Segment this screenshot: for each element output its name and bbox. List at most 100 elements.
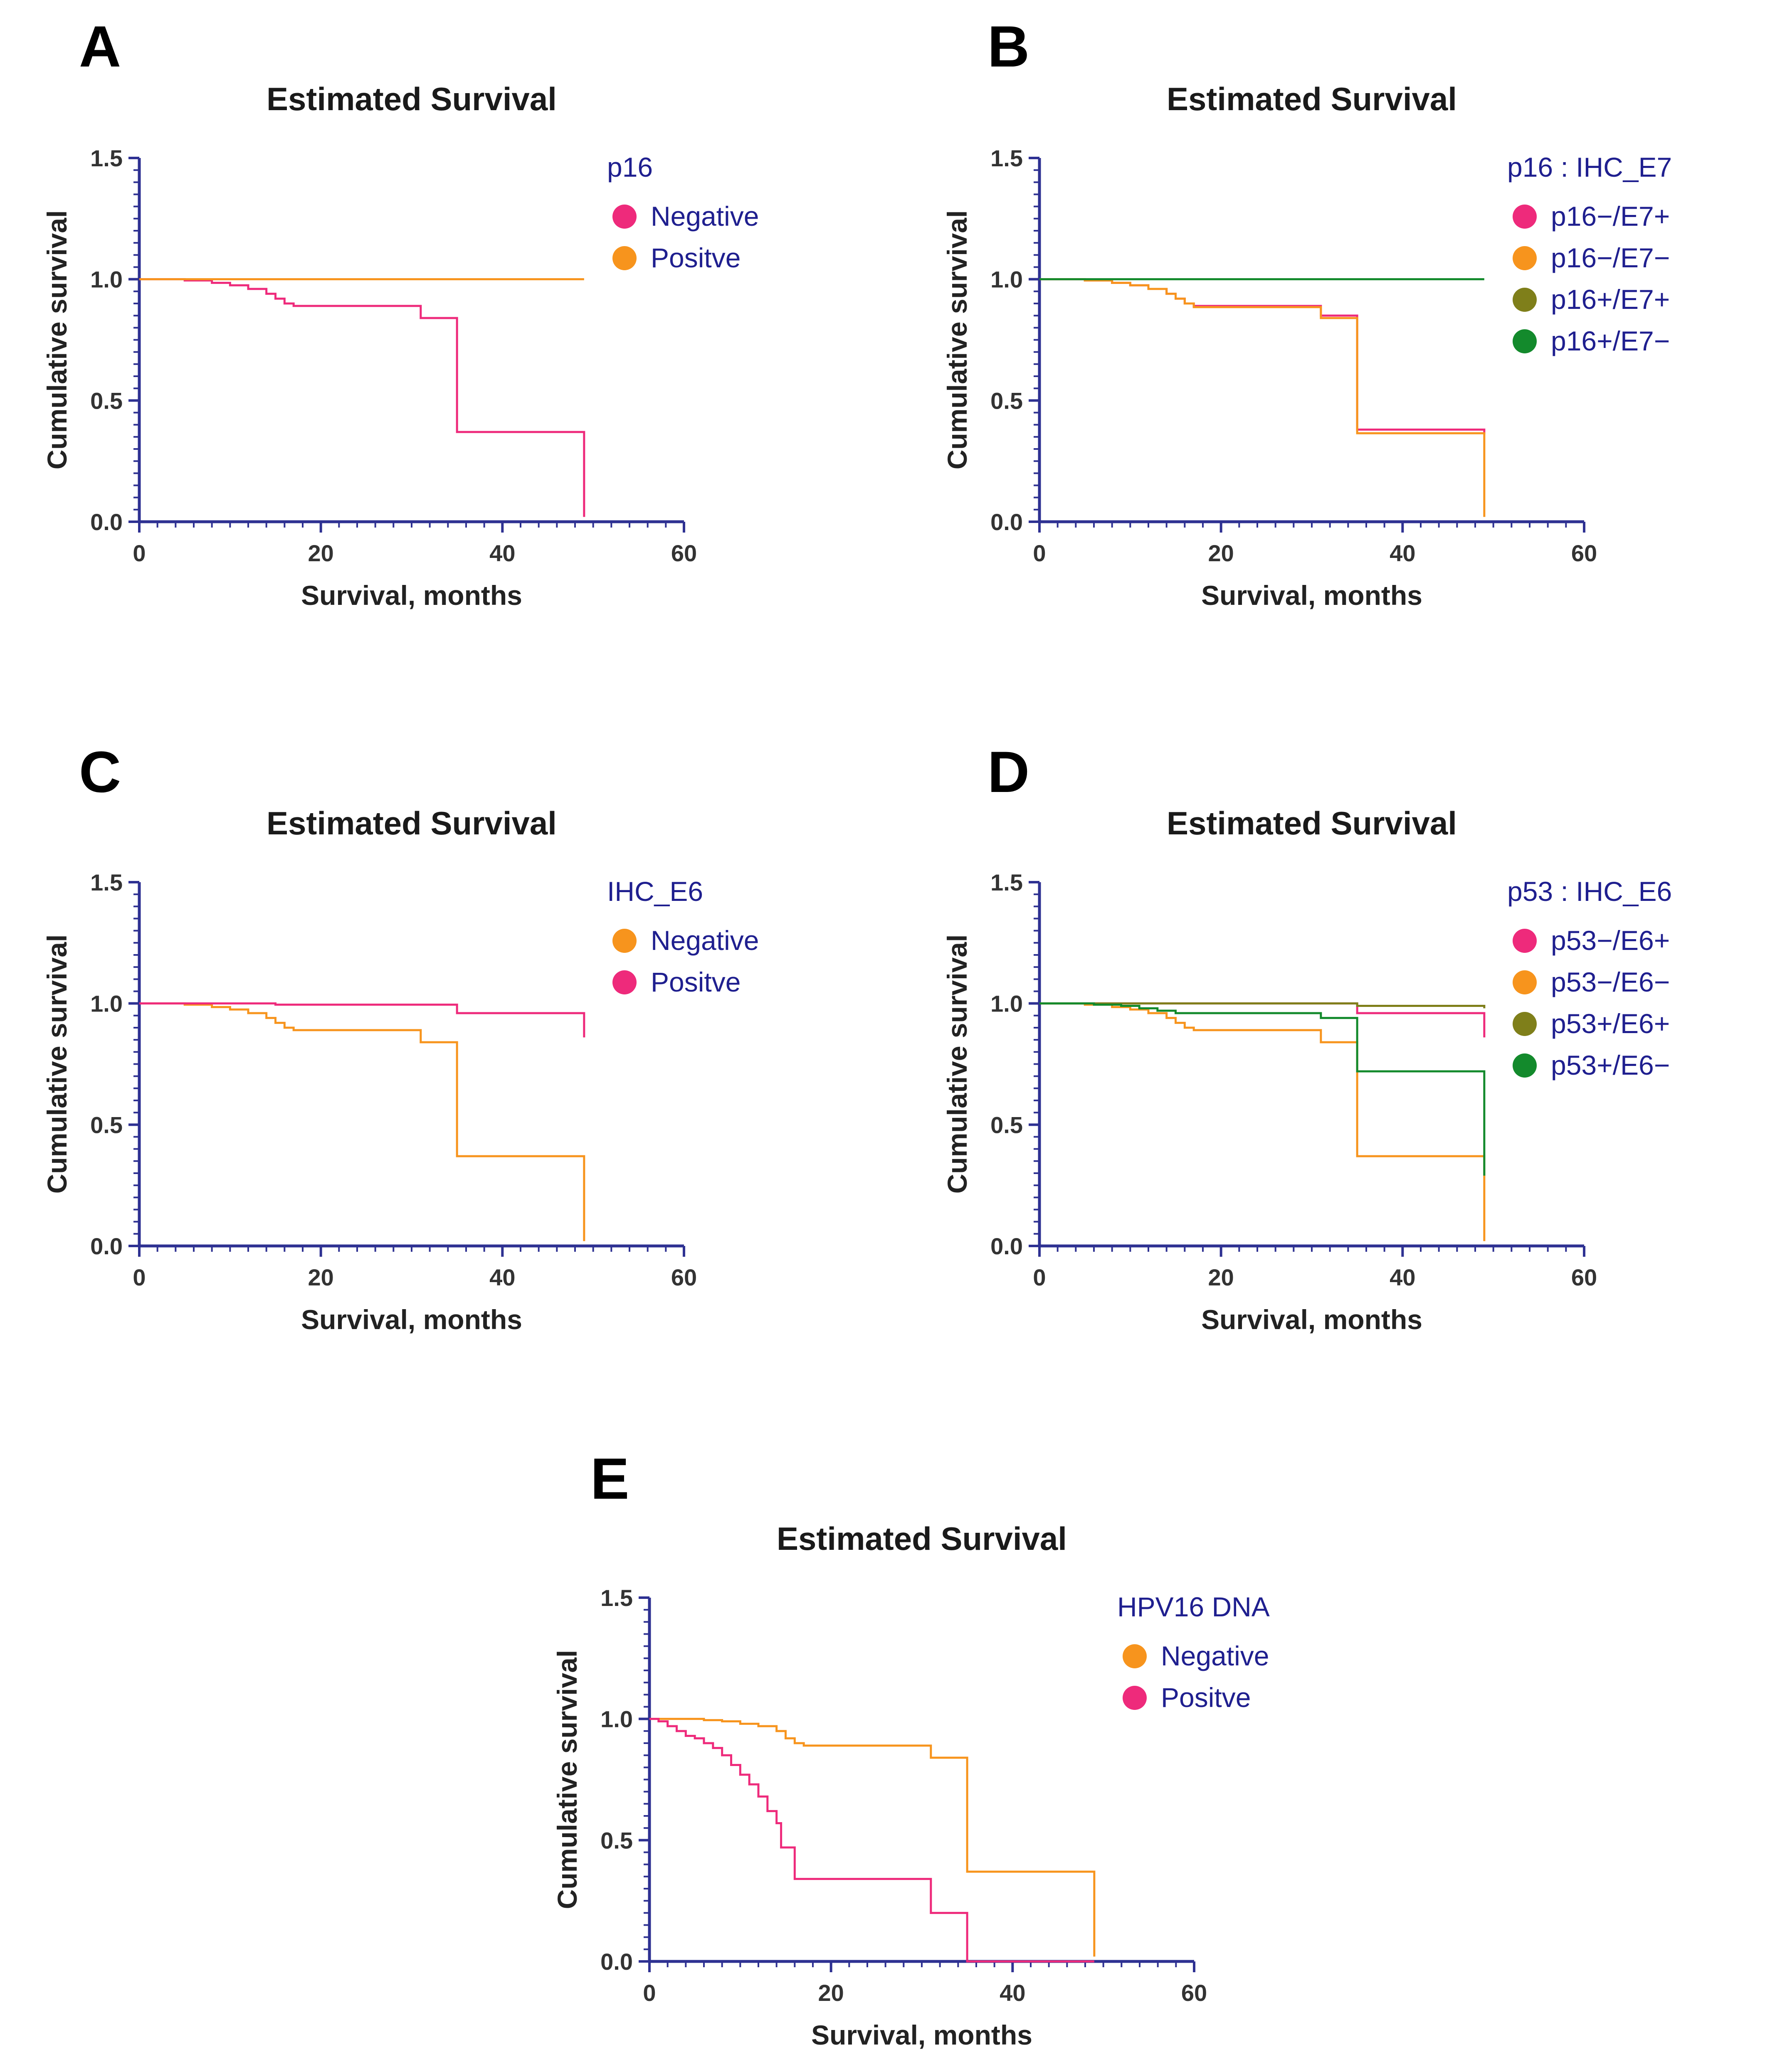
y-axis-label: Cumulative survival bbox=[942, 935, 973, 1194]
series-line bbox=[1039, 1002, 1486, 1009]
legend-label: Positve bbox=[651, 242, 741, 273]
x-tick-label: 0 bbox=[1033, 540, 1046, 566]
y-tick-label: 1.0 bbox=[90, 991, 123, 1017]
chart-panel-e: E Estimated Survival 0.0 0.5 1.0 1.5 0 20 40 60 Su… bbox=[552, 1446, 1270, 2050]
y-tick-label: 0.5 bbox=[990, 387, 1023, 414]
y-tick-label: 1.5 bbox=[600, 1585, 633, 1611]
x-tick-label: 0 bbox=[1033, 1264, 1046, 1290]
legend: p16 Negative Positve bbox=[607, 152, 759, 273]
y-tick-label: 0.5 bbox=[90, 387, 123, 414]
legend-marker bbox=[1513, 1012, 1537, 1036]
x-axis-label: Survival, months bbox=[1201, 1304, 1422, 1335]
legend-label: Positve bbox=[1161, 1682, 1251, 1713]
legend-marker bbox=[1513, 329, 1537, 353]
y-tick-label: 1.0 bbox=[990, 991, 1023, 1017]
legend-label: Positve bbox=[651, 967, 741, 997]
legend-label: p53−/E6+ bbox=[1551, 925, 1670, 956]
panel-letter: B bbox=[987, 14, 1029, 79]
chart-title: Estimated Survival bbox=[1167, 805, 1457, 841]
series-line bbox=[1039, 1002, 1486, 1038]
legend-marker bbox=[1123, 1644, 1147, 1668]
chart-title: Estimated Survival bbox=[267, 805, 557, 841]
y-tick-label: 0.5 bbox=[90, 1112, 123, 1138]
y-tick-label: 1.0 bbox=[90, 266, 123, 293]
legend-title: p16 : IHC_E7 bbox=[1507, 152, 1672, 183]
legend-marker bbox=[612, 929, 637, 953]
x-tick-label: 40 bbox=[1390, 540, 1415, 566]
series-line bbox=[1039, 278, 1486, 517]
series-line bbox=[1039, 1002, 1486, 1241]
panel-letter: A bbox=[79, 14, 121, 79]
legend: HPV16 DNA Negative Positve bbox=[1117, 1591, 1270, 1713]
panel-letter: E bbox=[590, 1446, 629, 1511]
chart-panel-a: A Estimated Survival 0.0 0.5 1.0 1.5 0 20 40 60 Su… bbox=[42, 14, 759, 611]
legend-marker bbox=[1513, 246, 1537, 270]
legend-marker bbox=[1513, 288, 1537, 312]
chart-title: Estimated Survival bbox=[777, 1520, 1067, 1557]
legend: IHC_E6 Negative Positve bbox=[607, 876, 759, 997]
x-tick-label: 60 bbox=[1181, 1980, 1207, 2006]
legend-marker bbox=[1513, 205, 1537, 229]
x-tick-label: 0 bbox=[133, 540, 146, 566]
legend-title: p16 bbox=[607, 152, 653, 183]
legend-marker bbox=[612, 246, 637, 270]
series-line bbox=[139, 1002, 585, 1038]
x-axis-label: Survival, months bbox=[811, 2020, 1032, 2050]
panel-letter: C bbox=[79, 739, 121, 804]
x-tick-label: 60 bbox=[671, 540, 697, 566]
y-tick-label: 1.5 bbox=[90, 145, 123, 171]
legend-marker bbox=[1513, 1053, 1537, 1078]
x-tick-label: 40 bbox=[489, 540, 515, 566]
y-tick-label: 0.0 bbox=[600, 1949, 633, 1975]
series-line bbox=[649, 1718, 1094, 1963]
x-axis-label: Survival, months bbox=[301, 580, 522, 611]
x-tick-label: 20 bbox=[308, 1264, 334, 1290]
legend-label: p16−/E7+ bbox=[1551, 201, 1670, 232]
y-tick-label: 0.0 bbox=[90, 1233, 123, 1259]
chart-title: Estimated Survival bbox=[267, 81, 557, 117]
legend-label: Negative bbox=[1161, 1640, 1269, 1671]
x-axis-label: Survival, months bbox=[1201, 580, 1422, 611]
legend-marker bbox=[1513, 929, 1537, 953]
series-line bbox=[649, 1718, 1096, 1957]
y-axis-label: Cumulative survival bbox=[42, 210, 72, 470]
series-line bbox=[139, 1002, 585, 1241]
chart-title: Estimated Survival bbox=[1167, 81, 1457, 117]
chart-panel-b: B Estimated Survival 0.0 0.5 1.0 1.5 0 20 40 60 Su… bbox=[942, 14, 1672, 611]
x-tick-label: 40 bbox=[1390, 1264, 1415, 1290]
y-axis-label: Cumulative survival bbox=[942, 210, 973, 470]
x-tick-label: 20 bbox=[818, 1980, 844, 2006]
legend: p53 : IHC_E6 p53−/E6+ p53−/E6− p53+/E6+ p53+… bbox=[1507, 876, 1672, 1080]
y-tick-label: 0.0 bbox=[90, 509, 123, 535]
y-tick-label: 1.5 bbox=[90, 869, 123, 895]
legend: p16 : IHC_E7 p16−/E7+ p16−/E7− p16+/E7+ p16+… bbox=[1507, 152, 1672, 356]
x-tick-label: 60 bbox=[671, 1264, 697, 1290]
series-line bbox=[139, 278, 585, 517]
x-tick-label: 40 bbox=[1000, 1980, 1025, 2006]
chart-panel-c: C Estimated Survival 0.0 0.5 1.0 1.5 0 20 40 60 Su… bbox=[42, 739, 759, 1335]
legend-title: IHC_E6 bbox=[607, 876, 703, 907]
legend-marker bbox=[1513, 970, 1537, 994]
legend-label: p16+/E7+ bbox=[1551, 284, 1670, 315]
y-axis-label: Cumulative survival bbox=[42, 935, 72, 1194]
x-tick-label: 40 bbox=[489, 1264, 515, 1290]
y-tick-label: 0.5 bbox=[990, 1112, 1023, 1138]
legend-label: p16−/E7− bbox=[1551, 242, 1670, 273]
y-tick-label: 1.0 bbox=[600, 1706, 633, 1732]
legend-label: p16+/E7− bbox=[1551, 326, 1670, 356]
legend-marker bbox=[1123, 1686, 1147, 1710]
y-tick-label: 1.0 bbox=[990, 266, 1023, 293]
legend-label: p53+/E6− bbox=[1551, 1050, 1670, 1080]
series-line bbox=[1039, 1002, 1486, 1176]
y-tick-label: 0.0 bbox=[990, 1233, 1023, 1259]
x-tick-label: 0 bbox=[133, 1264, 146, 1290]
legend-label: Negative bbox=[651, 925, 759, 956]
x-tick-label: 60 bbox=[1571, 540, 1597, 566]
x-tick-label: 0 bbox=[643, 1980, 656, 2006]
x-tick-label: 20 bbox=[308, 540, 334, 566]
y-tick-label: 0.0 bbox=[990, 509, 1023, 535]
legend-title: p53 : IHC_E6 bbox=[1507, 876, 1672, 907]
x-tick-label: 60 bbox=[1571, 1264, 1597, 1290]
legend-marker bbox=[612, 970, 637, 994]
y-tick-label: 1.5 bbox=[990, 145, 1023, 171]
